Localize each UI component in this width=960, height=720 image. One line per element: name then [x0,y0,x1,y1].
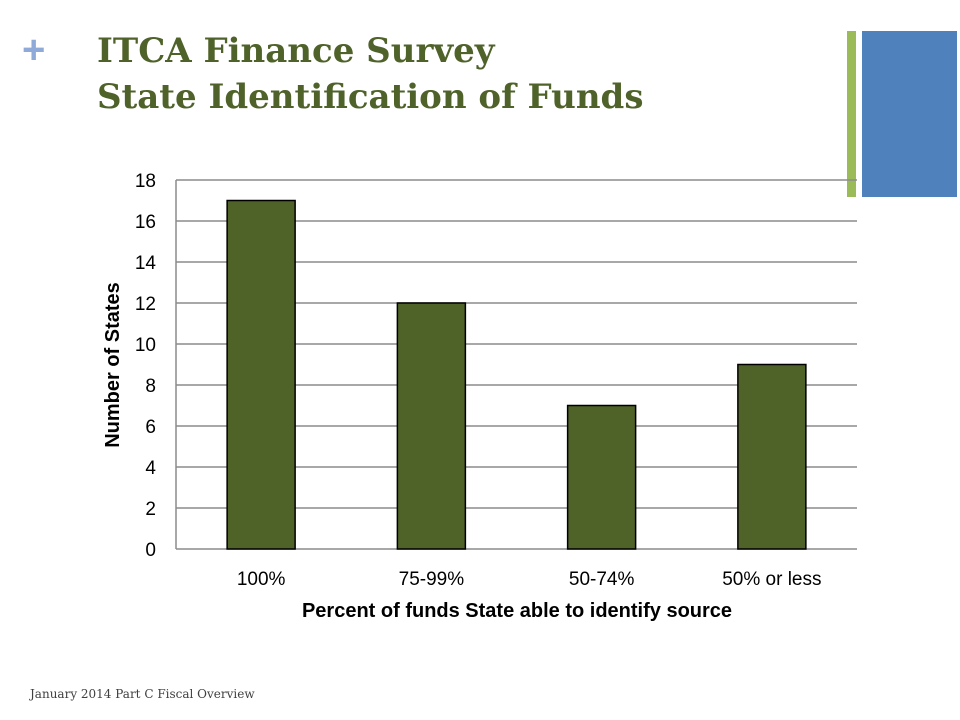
x-tick-label: 50-74% [569,569,635,590]
plus-icon: + [22,28,46,72]
y-tick-label: 8 [145,376,156,397]
bar [396,302,467,550]
y-tick-label: 6 [145,417,156,438]
accent-bar-blue [862,31,957,197]
x-tick-label: 50% or less [722,569,821,590]
x-axis-title: Percent of funds State able to identify … [302,600,732,622]
y-tick-label: 14 [135,253,157,274]
bar [566,404,637,550]
x-tick-label: 100% [237,569,286,590]
y-axis-title: Number of States [102,282,124,448]
y-tick-label: 12 [135,294,156,315]
y-tick-label: 18 [135,171,156,192]
y-tick-label: 16 [135,212,156,233]
accent-bar-green [847,31,856,197]
y-tick-label: 4 [145,458,156,479]
y-tick-label: 10 [135,335,156,356]
y-tick-label: 2 [145,499,156,520]
y-tick-label: 0 [145,540,156,561]
x-tick-label: 75-99% [399,569,465,590]
bar [737,363,807,550]
bar [226,199,296,550]
slide-title: ITCA Finance Survey State Identification… [97,28,643,120]
title-line-1: ITCA Finance Survey [97,31,495,71]
title-line-2: State Identification of Funds [97,77,644,117]
footer-text: January 2014 Part C Fiscal Overview [30,687,255,701]
